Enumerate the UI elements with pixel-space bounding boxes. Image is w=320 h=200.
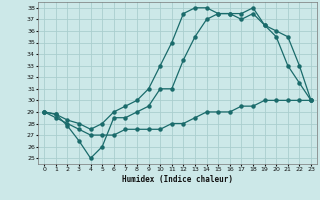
X-axis label: Humidex (Indice chaleur): Humidex (Indice chaleur): [122, 175, 233, 184]
